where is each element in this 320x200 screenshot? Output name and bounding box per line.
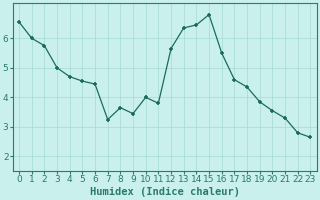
X-axis label: Humidex (Indice chaleur): Humidex (Indice chaleur) [90, 187, 240, 197]
